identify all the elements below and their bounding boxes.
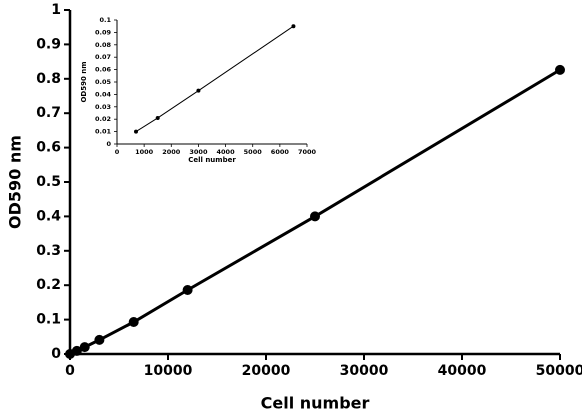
y-tick-label: 1 — [51, 2, 61, 18]
x-tick-label: 2000 — [162, 148, 181, 156]
x-tick-label: 0 — [65, 363, 75, 379]
y-axis-label: OD590 nm — [80, 61, 88, 102]
data-point — [79, 342, 90, 353]
y-tick-label: 0 — [51, 346, 61, 362]
y-tick-label: 0.03 — [95, 103, 111, 111]
y-tick-label: 0.01 — [95, 128, 112, 136]
y-tick-label: 0.1 — [99, 16, 111, 24]
x-tick-label: 20000 — [242, 363, 291, 379]
x-tick-label: 1000 — [135, 148, 154, 156]
data-point — [310, 211, 320, 222]
x-tick-label: 3000 — [189, 148, 208, 156]
y-tick-label: 0.08 — [95, 41, 112, 49]
data-point — [134, 129, 138, 134]
y-tick-label: 0.7 — [36, 105, 61, 121]
x-tick-label: 7000 — [298, 148, 317, 156]
y-tick-label: 0.07 — [95, 53, 111, 61]
x-tick-label: 30000 — [340, 363, 389, 379]
x-tick-label: 5000 — [244, 148, 263, 156]
data-line — [135, 25, 294, 133]
x-tick-label: 0 — [115, 148, 120, 156]
x-tick-label: 10000 — [144, 363, 193, 379]
y-tick-label: 0.06 — [95, 66, 112, 74]
y-tick-label: 0.1 — [36, 312, 61, 328]
y-tick-label: 0.02 — [95, 115, 111, 123]
y-tick-label: 0.04 — [95, 90, 112, 98]
y-tick-label: 0.2 — [36, 277, 61, 293]
data-point — [71, 345, 82, 356]
y-tick-label: 0.3 — [36, 243, 61, 259]
y-tick-label: 0.5 — [36, 174, 61, 190]
y-tick-label: 0 — [106, 140, 111, 148]
y-tick-label: 0.9 — [36, 36, 61, 52]
x-tick-label: 4000 — [217, 148, 236, 156]
data-point — [555, 64, 565, 75]
y-axis-label: OD590 nm — [6, 135, 25, 229]
data-point — [94, 334, 105, 345]
x-tick-label: 40000 — [438, 363, 487, 379]
x-axis-label: Cell number — [188, 156, 236, 164]
y-tick-label: 0.8 — [36, 71, 61, 87]
y-tick-label: 0.05 — [95, 78, 112, 86]
y-tick-label: 0.09 — [95, 28, 112, 36]
data-point — [182, 285, 193, 296]
y-tick-label: 0.6 — [36, 140, 61, 156]
x-tick-label: 6000 — [271, 148, 290, 156]
x-axis-label: Cell number — [261, 394, 370, 413]
data-point — [196, 88, 201, 93]
data-point — [155, 115, 160, 120]
x-tick-label: 50000 — [536, 363, 582, 379]
data-point — [291, 24, 296, 29]
y-tick-label: 0.4 — [36, 208, 61, 224]
data-point — [128, 317, 139, 328]
